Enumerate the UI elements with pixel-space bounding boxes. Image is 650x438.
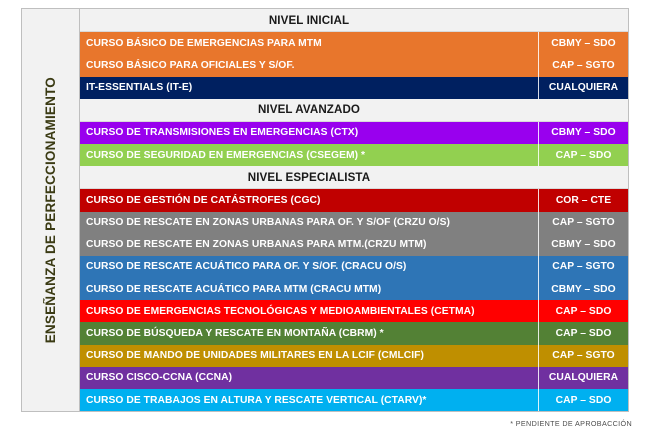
course-rank-code: CAP – SDO	[538, 388, 628, 412]
course-name: CURSO CISCO-CCNA (CCNA)	[86, 372, 233, 384]
course-name: CURSO DE RESCATE EN ZONAS URBANAS PARA O…	[86, 217, 450, 229]
course-row: CURSO DE TRABAJOS EN ALTURA Y RESCATE VE…	[80, 388, 628, 412]
course-rank-code: COR – CTE	[538, 189, 628, 212]
course-row: CURSO DE RESCATE ACUÁTICO PARA OF. Y S/O…	[80, 255, 628, 279]
vertical-section-banner-label: ENSEÑANZA DE PERFECCIONAMIENTO	[43, 76, 58, 344]
course-rank-code: CAP – SGTO	[538, 54, 628, 77]
course-row: CURSO DE MANDO DE UNIDADES MILITARES EN …	[80, 344, 628, 367]
course-row: CURSO DE SEGURIDAD EN EMERGENCIAS (CSEGE…	[80, 144, 628, 167]
course-rank-code: CAP – SDO	[538, 322, 628, 345]
section-header-label: NIVEL ESPECIALISTA	[247, 170, 371, 184]
course-name: CURSO BÁSICO DE EMERGENCIAS PARA MTM	[86, 37, 322, 49]
course-row: IT-ESSENTIALS (IT-E) CUALQUIERA	[80, 76, 628, 99]
course-rank-code: CBMY – SDO	[538, 32, 628, 55]
section-header-code-spacer	[538, 99, 628, 121]
course-name: CURSO DE BÚSQUEDA Y RESCATE EN MONTAÑA (…	[86, 327, 384, 339]
section-header-row: NIVEL ESPECIALISTA	[80, 166, 628, 190]
course-name: CURSO DE RESCATE ACUÁTICO PARA OF. Y S/O…	[86, 261, 407, 273]
section-header-row: NIVEL INICIAL	[80, 9, 628, 33]
course-rank-code: CBMY – SDO	[538, 121, 628, 145]
vertical-section-banner: ENSEÑANZA DE PERFECCIONAMIENTO	[22, 9, 80, 411]
section-header-code-spacer	[538, 166, 628, 188]
course-row: CURSO BÁSICO DE EMERGENCIAS PARA MTM CBMY…	[80, 32, 628, 55]
section-header-code-spacer	[538, 9, 628, 31]
course-name: CURSO DE EMERGENCIAS TECNOLÓGICAS Y MEDI…	[86, 305, 475, 317]
course-row: CURSO DE TRANSMISIONES EN EMERGENCIAS (C…	[80, 121, 628, 145]
course-rank-code: CAP – SDO	[538, 144, 628, 167]
course-name: CURSO DE TRABAJOS EN ALTURA Y RESCATE VE…	[86, 394, 427, 406]
course-rank-code: CAP – SGTO	[538, 344, 628, 367]
footnote: * PENDIENTE DE APROBACCIÓN	[510, 419, 632, 428]
course-rank-code: CAP – SGTO	[538, 255, 628, 279]
course-name: CURSO DE TRANSMISIONES EN EMERGENCIAS (C…	[86, 127, 359, 139]
course-rank-code: CUALQUIERA	[538, 366, 628, 389]
section-header-label: NIVEL INICIAL	[268, 13, 350, 27]
course-rank-code: CUALQUIERA	[538, 76, 628, 99]
course-rank-code: CBMY – SDO	[538, 278, 628, 301]
course-row: CURSO DE GESTIÓN DE CATÁSTROFES (CGC) COR…	[80, 189, 628, 212]
course-rank-code: CAP – SDO	[538, 300, 628, 323]
section-header-label: NIVEL AVANZADO	[257, 103, 361, 117]
table-rows: NIVEL INICIAL CURSO BÁSICO DE EMERGENCIAS…	[80, 9, 628, 412]
course-name: CURSO BÁSICO PARA OFICIALES Y S/OF.	[86, 59, 295, 71]
course-name: CURSO DE SEGURIDAD EN EMERGENCIAS (CSEGE…	[86, 149, 366, 161]
course-rank-code: CAP – SGTO	[538, 211, 628, 234]
table-container: ENSEÑANZA DE PERFECCIONAMIENTO NIVEL INI…	[21, 8, 629, 412]
course-row: CURSO BÁSICO PARA OFICIALES Y S/OF. CAP –…	[80, 54, 628, 77]
course-rank-code: CBMY – SDO	[538, 233, 628, 256]
course-row: CURSO DE RESCATE ACUÁTICO PARA MTM (CRAC…	[80, 278, 628, 301]
course-name: CURSO DE RESCATE ACUÁTICO PARA MTM (CRAC…	[86, 283, 382, 295]
course-row: CURSO DE EMERGENCIAS TECNOLÓGICAS Y MEDI…	[80, 300, 628, 323]
course-name: CURSO DE MANDO DE UNIDADES MILITARES EN …	[86, 350, 425, 362]
section-header-row: NIVEL AVANZADO	[80, 98, 628, 122]
course-name: IT-ESSENTIALS (IT-E)	[86, 82, 193, 94]
course-row: CURSO DE RESCATE EN ZONAS URBANAS PARA O…	[80, 211, 628, 234]
course-row: CURSO DE BÚSQUEDA Y RESCATE EN MONTAÑA (…	[80, 322, 628, 345]
course-name: CURSO DE RESCATE EN ZONAS URBANAS PARA M…	[86, 239, 427, 251]
course-name: CURSO DE GESTIÓN DE CATÁSTROFES (CGC)	[86, 194, 321, 206]
course-row: CURSO DE RESCATE EN ZONAS URBANAS PARA M…	[80, 233, 628, 256]
course-row: CURSO CISCO-CCNA (CCNA) CUALQUIERA	[80, 366, 628, 389]
